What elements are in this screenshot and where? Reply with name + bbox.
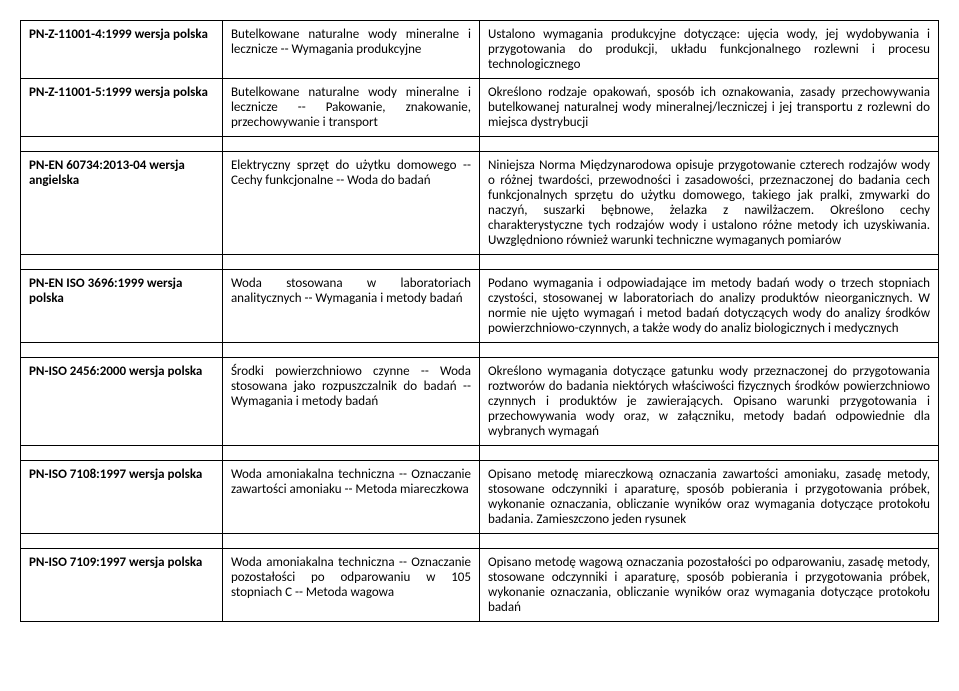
standard-description: Określono rodzaje opakowań, sposób ich o…: [479, 79, 938, 137]
standards-table: PN-Z-11001-4:1999 wersja polskaButelkowa…: [20, 20, 939, 622]
standard-title: Butelkowane naturalne wody mineralne i l…: [222, 79, 479, 137]
row-spacer: [21, 446, 939, 461]
standard-description: Opisano metodę miareczkową oznaczania za…: [479, 461, 938, 534]
standard-id: PN-ISO 7109:1997 wersja polska: [21, 549, 223, 622]
row-spacer: [21, 534, 939, 549]
standard-id: PN-ISO 2456:2000 wersja polska: [21, 358, 223, 446]
row-spacer: [21, 137, 939, 152]
standard-id: PN-Z-11001-5:1999 wersja polska: [21, 79, 223, 137]
standard-title: Środki powierzchniowo czynne -- Woda sto…: [222, 358, 479, 446]
table-row: PN-ISO 7108:1997 wersja polskaWoda amoni…: [21, 461, 939, 534]
standard-title: Elektryczny sprzęt do użytku domowego --…: [222, 152, 479, 255]
table-row: PN-EN 60734:2013-04 wersja angielskaElek…: [21, 152, 939, 255]
standard-description: Ustalono wymagania produkcyjne dotyczące…: [479, 21, 938, 79]
table-row: PN-Z-11001-5:1999 wersja polskaButelkowa…: [21, 79, 939, 137]
standard-id: PN-Z-11001-4:1999 wersja polska: [21, 21, 223, 79]
table-row: PN-Z-11001-4:1999 wersja polskaButelkowa…: [21, 21, 939, 79]
standard-id: PN-EN ISO 3696:1999 wersja polska: [21, 270, 223, 343]
standard-title: Woda amoniakalna techniczna -- Oznaczani…: [222, 461, 479, 534]
row-spacer: [21, 343, 939, 358]
standard-description: Określono wymagania dotyczące gatunku wo…: [479, 358, 938, 446]
standard-description: Niniejsza Norma Międzynarodowa opisuje p…: [479, 152, 938, 255]
standard-description: Opisano metodę wagową oznaczania pozosta…: [479, 549, 938, 622]
standard-id: PN-EN 60734:2013-04 wersja angielska: [21, 152, 223, 255]
table-row: PN-ISO 2456:2000 wersja polskaŚrodki pow…: [21, 358, 939, 446]
standard-description: Podano wymagania i odpowiadające im meto…: [479, 270, 938, 343]
standard-title: Woda amoniakalna techniczna -- Oznaczani…: [222, 549, 479, 622]
row-spacer: [21, 255, 939, 270]
standard-title: Butelkowane naturalne wody mineralne i l…: [222, 21, 479, 79]
table-row: PN-EN ISO 3696:1999 wersja polskaWoda st…: [21, 270, 939, 343]
table-row: PN-ISO 7109:1997 wersja polskaWoda amoni…: [21, 549, 939, 622]
standard-id: PN-ISO 7108:1997 wersja polska: [21, 461, 223, 534]
standard-title: Woda stosowana w laboratoriach analitycz…: [222, 270, 479, 343]
